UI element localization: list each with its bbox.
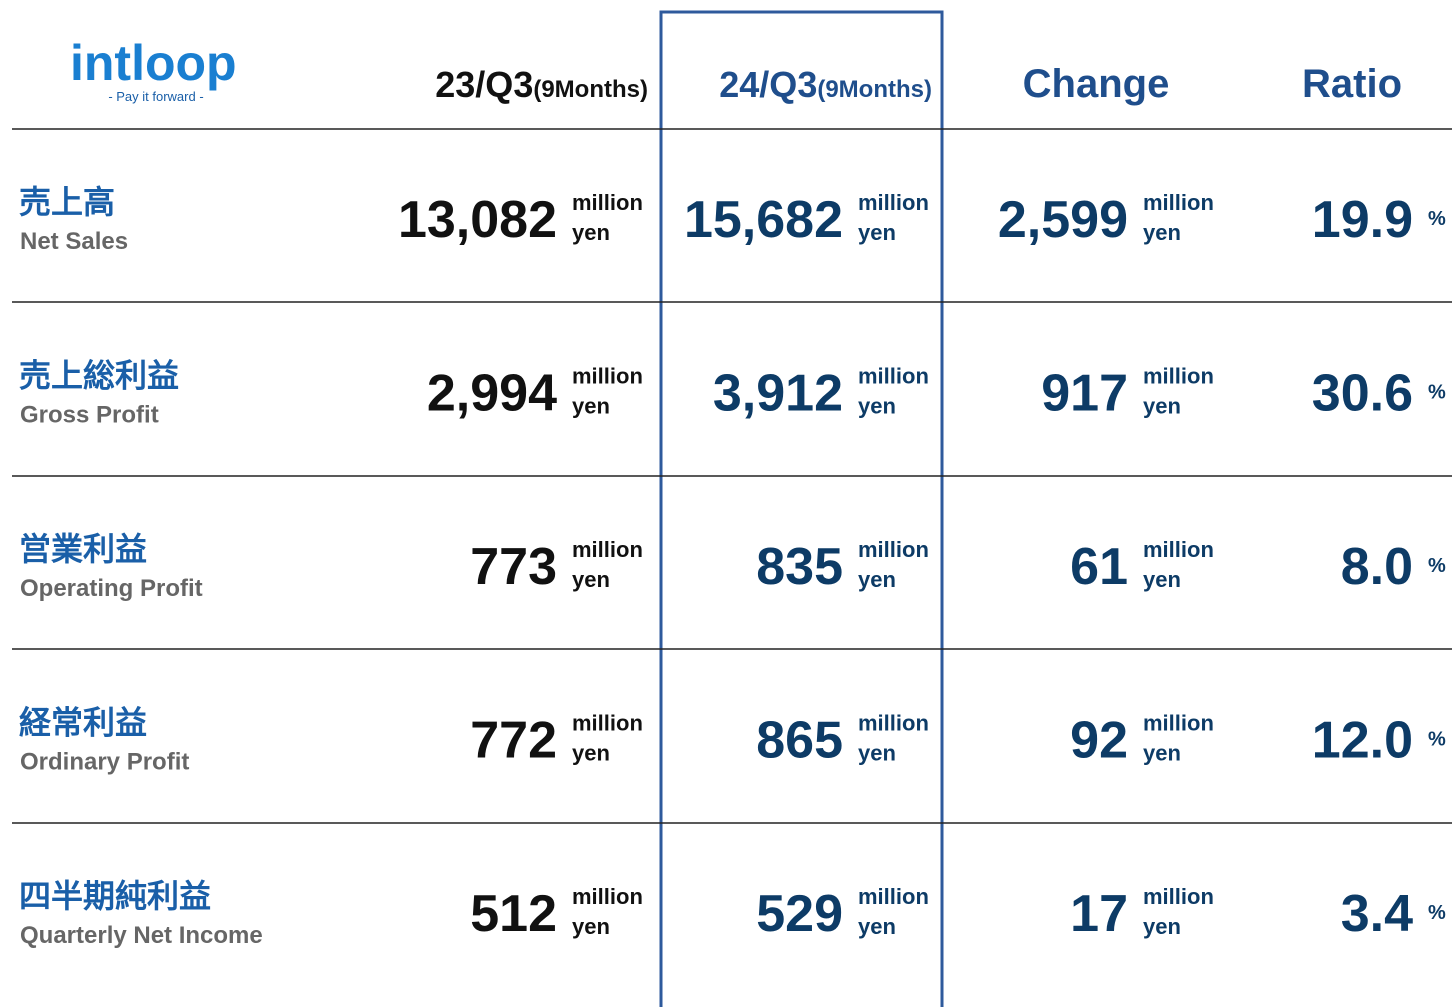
column-header-label: Change <box>1023 62 1170 106</box>
unit-bottom: yen <box>572 741 610 766</box>
unit-top: million <box>572 537 643 562</box>
value: 13,082 <box>398 191 557 249</box>
row-label-en: Ordinary Profit <box>20 749 189 776</box>
row-label-jp: 四半期純利益 <box>19 878 211 914</box>
unit-bottom: yen <box>572 567 610 592</box>
unit-bottom: yen <box>1143 914 1181 939</box>
logo-tagline: - Pay it forward - <box>108 89 203 104</box>
value: 512 <box>470 885 557 943</box>
value: 2,599 <box>998 191 1128 249</box>
ratio: 12.0 <box>1312 712 1413 770</box>
value: 835 <box>756 538 843 596</box>
unit-top: million <box>858 364 929 389</box>
column-header-label: 24/Q3 <box>719 64 817 105</box>
value: 917 <box>1041 365 1128 423</box>
unit-top: million <box>1143 884 1214 909</box>
ratio-unit: % <box>1428 902 1446 924</box>
value: 92 <box>1070 712 1128 770</box>
column-header-label: Ratio <box>1302 62 1402 106</box>
row-label-en: Net Sales <box>20 228 128 255</box>
column-header: Change <box>1023 62 1170 106</box>
unit-top: million <box>1143 711 1214 736</box>
unit-bottom: yen <box>858 567 896 592</box>
value: 15,682 <box>684 191 843 249</box>
value: 865 <box>756 712 843 770</box>
ratio: 3.4 <box>1341 885 1413 943</box>
value: 2,994 <box>427 365 557 423</box>
row-label-jp: 営業利益 <box>19 531 147 567</box>
unit-bottom: yen <box>1143 394 1181 419</box>
value: 61 <box>1070 538 1128 596</box>
ratio: 30.6 <box>1312 365 1413 423</box>
unit-top: million <box>1143 364 1214 389</box>
ratio-unit: % <box>1428 208 1446 230</box>
value: 529 <box>756 885 843 943</box>
logo: intloop <box>70 35 237 91</box>
value: 772 <box>470 712 557 770</box>
unit-top: million <box>858 884 929 909</box>
row-label-en: Quarterly Net Income <box>20 922 263 949</box>
column-header: 23/Q3(9Months) <box>435 64 648 105</box>
ratio: 8.0 <box>1341 538 1413 596</box>
column-header-label: 23/Q3 <box>435 64 533 105</box>
unit-top: million <box>1143 190 1214 215</box>
unit-top: million <box>858 537 929 562</box>
unit-bottom: yen <box>1143 220 1181 245</box>
ratio: 19.9 <box>1312 191 1413 249</box>
row-label-en: Operating Profit <box>20 575 203 602</box>
ratio-unit: % <box>1428 729 1446 751</box>
ratio-unit: % <box>1428 555 1446 577</box>
unit-top: million <box>572 364 643 389</box>
unit-bottom: yen <box>858 741 896 766</box>
unit-bottom: yen <box>572 394 610 419</box>
unit-bottom: yen <box>572 914 610 939</box>
value: 17 <box>1070 885 1128 943</box>
column-header-sub: (9Months) <box>817 76 932 103</box>
column-header-sub: (9Months) <box>533 76 648 103</box>
unit-top: million <box>572 884 643 909</box>
unit-bottom: yen <box>858 394 896 419</box>
column-header: Ratio <box>1302 62 1402 106</box>
row-label-jp: 売上総利益 <box>19 358 179 394</box>
value: 773 <box>470 538 557 596</box>
unit-bottom: yen <box>858 220 896 245</box>
unit-bottom: yen <box>858 914 896 939</box>
unit-top: million <box>858 190 929 215</box>
unit-top: million <box>572 190 643 215</box>
row-label-en: Gross Profit <box>20 402 159 429</box>
value: 3,912 <box>713 365 843 423</box>
unit-bottom: yen <box>572 220 610 245</box>
highlight-box <box>659 10 944 1007</box>
unit-bottom: yen <box>1143 741 1181 766</box>
unit-top: million <box>858 711 929 736</box>
unit-top: million <box>572 711 643 736</box>
unit-top: million <box>1143 537 1214 562</box>
ratio-unit: % <box>1428 382 1446 404</box>
column-header: 24/Q3(9Months) <box>719 64 932 105</box>
row-label-jp: 売上高 <box>19 184 115 220</box>
row-label-jp: 経常利益 <box>19 705 147 741</box>
unit-bottom: yen <box>1143 567 1181 592</box>
